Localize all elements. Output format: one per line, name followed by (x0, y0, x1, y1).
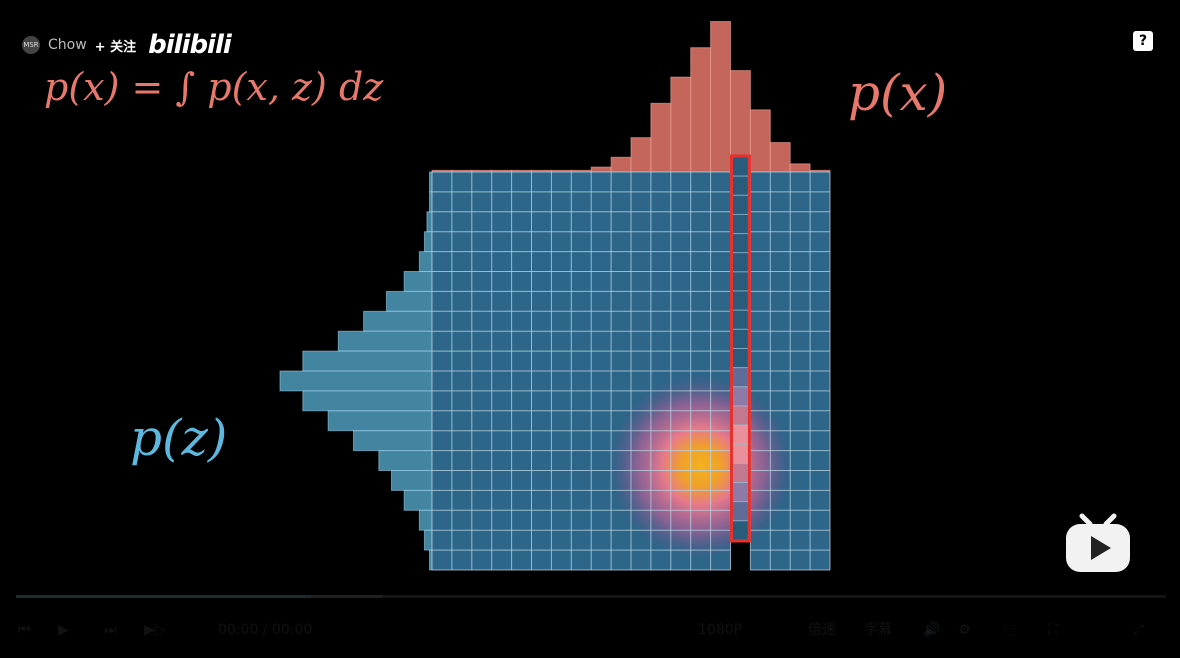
time-display[interactable]: 00:00 / 00:00 (218, 622, 313, 638)
progress-bar[interactable] (16, 595, 1166, 598)
px-histogram-bar (650, 102, 672, 173)
selected-column (730, 154, 751, 543)
px-histogram-bar (749, 109, 771, 173)
px-histogram-bar (710, 21, 731, 173)
pip-icon[interactable]: ⬚ (1003, 622, 1017, 638)
pz-histogram-bar (423, 231, 433, 253)
selected-column-cell (732, 405, 749, 426)
pz-histogram-bar (403, 271, 433, 292)
pz-histogram-bar (327, 410, 433, 432)
help-button[interactable]: ? (1133, 31, 1153, 51)
pz-histogram-bar (403, 489, 433, 511)
pz-histogram-bar (363, 310, 433, 332)
play-button[interactable] (1064, 512, 1132, 574)
px-histogram-bar (630, 137, 652, 173)
selected-column-outline (730, 154, 751, 543)
next-icon[interactable]: ⏭ (104, 622, 117, 638)
progress-played (16, 595, 311, 598)
pz-histogram-bar (418, 509, 433, 531)
subtitle-button[interactable]: 字幕 (864, 622, 892, 638)
selected-column-cell (732, 367, 749, 388)
selected-column-cell (732, 309, 749, 330)
webfullscreen-icon[interactable]: ⛶ (1048, 622, 1058, 638)
selected-column-cell (732, 520, 749, 541)
px-histogram-bar (690, 47, 712, 173)
settings-icon[interactable]: ⚙ (958, 622, 971, 638)
pz-histogram-bar (302, 350, 433, 372)
px-histogram-bar (789, 163, 811, 173)
fullscreen-icon[interactable]: ⤢ (1133, 622, 1145, 638)
pz-histogram-bar (418, 251, 433, 273)
selected-column-cell (732, 156, 749, 177)
pz-histogram-bar (337, 330, 433, 352)
grid-lines (431, 171, 831, 571)
selected-column-cell (732, 290, 749, 311)
selected-column-cell (732, 233, 749, 254)
selected-column-cell (732, 443, 749, 464)
pz-histogram-bar (426, 211, 433, 233)
selected-column-cell (732, 482, 749, 503)
marginal-integral-formula: p(x) = ∫ p(x, z) dz (44, 65, 384, 109)
top-bar: MSR Chow + 关注 bilibili (22, 28, 232, 62)
px-label: p(x) (848, 64, 947, 122)
selected-column-cell (732, 175, 749, 196)
selected-column-cell (732, 348, 749, 369)
selected-column-cell (732, 386, 749, 407)
pz-histogram-bar (352, 430, 433, 452)
px-histogram-bar (670, 76, 692, 173)
selected-column-cell (732, 213, 749, 235)
pz-histogram-bar (302, 390, 433, 412)
selected-column-cell (732, 194, 749, 215)
volume-icon[interactable]: 🔊 (923, 622, 941, 638)
px-histogram-bar (610, 156, 632, 173)
pz-histogram-bar (378, 450, 433, 472)
uploader-name[interactable]: Chow (48, 37, 87, 53)
selected-column-cell (732, 328, 749, 350)
pz-histogram-bar (385, 290, 433, 312)
pz-histogram-bar (390, 470, 433, 491)
px-histogram-bar (769, 142, 791, 173)
uploader-avatar[interactable]: MSR (22, 36, 40, 54)
bilibili-logo: bilibili (148, 30, 232, 60)
selected-column-cell (732, 252, 749, 273)
play-icon[interactable]: ▶ (58, 622, 69, 638)
px-histogram-bar (590, 166, 612, 173)
selected-column-cell (732, 462, 749, 484)
selected-column-cell (732, 424, 749, 445)
bilibili-tv-play-icon (1066, 513, 1130, 572)
pz-histogram-bar (279, 370, 433, 392)
episode-icon[interactable]: ▶▷ (144, 622, 166, 638)
selected-column-cell (732, 501, 749, 522)
pz-histogram-bar (423, 529, 433, 551)
control-bar: ⏮ ▶ ⏭ ▶▷ 00:00 / 00:00 1080P 倍速 字幕 🔊 ⚙ ⬚ ⛶ ⤢ (18, 615, 1164, 645)
quality-selector[interactable]: 1080P (698, 622, 743, 638)
speed-selector[interactable]: 倍速 (808, 622, 836, 638)
selected-column-cell (732, 271, 749, 292)
pz-label: p(z) (130, 409, 227, 467)
follow-button[interactable]: + 关注 (94, 39, 137, 55)
prev-icon[interactable]: ⏮ (18, 622, 31, 638)
